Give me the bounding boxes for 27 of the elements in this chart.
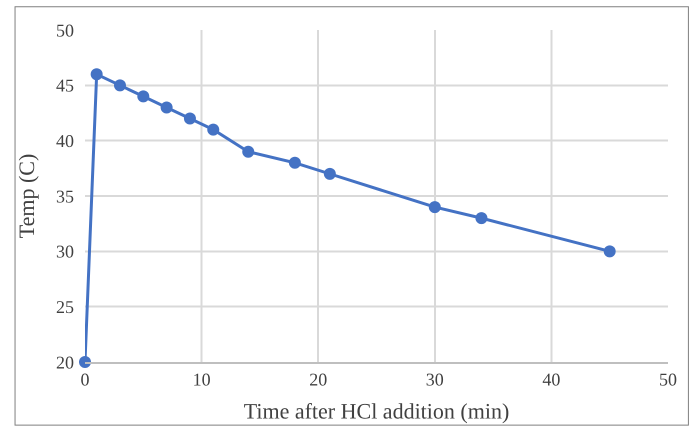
x-tick-label: 0 <box>80 369 90 390</box>
x-tick-label: 20 <box>309 369 328 390</box>
y-tick-label: 30 <box>56 242 74 262</box>
point <box>184 112 196 125</box>
point <box>475 212 488 224</box>
point <box>324 168 336 180</box>
point <box>207 124 220 136</box>
point <box>160 101 173 114</box>
point <box>428 201 441 214</box>
y-tick-label: 50 <box>56 20 74 40</box>
x-tick-label: 40 <box>542 369 560 390</box>
x-axis-title: Time after HCl addition (min) <box>244 398 510 424</box>
x-tick-label: 10 <box>192 369 211 390</box>
point <box>90 68 103 80</box>
point <box>114 79 126 92</box>
y-tick-label: 20 <box>56 352 74 372</box>
x-tick-label: 50 <box>659 369 677 390</box>
y-axis-title: Temp (C) <box>14 154 39 238</box>
x-tick-label: 30 <box>426 369 444 390</box>
point <box>604 245 616 258</box>
y-tick-label: 25 <box>56 296 74 317</box>
point <box>288 156 301 169</box>
y-tick-label: 45 <box>56 76 74 96</box>
point <box>137 90 150 102</box>
y-tick-label: 40 <box>56 130 74 151</box>
y-tick-label: 35 <box>56 186 74 206</box>
point <box>242 146 254 158</box>
